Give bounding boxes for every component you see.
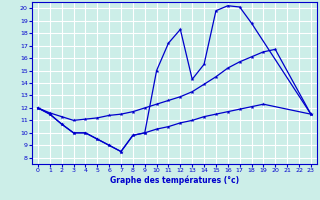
X-axis label: Graphe des températures (°c): Graphe des températures (°c) bbox=[110, 176, 239, 185]
